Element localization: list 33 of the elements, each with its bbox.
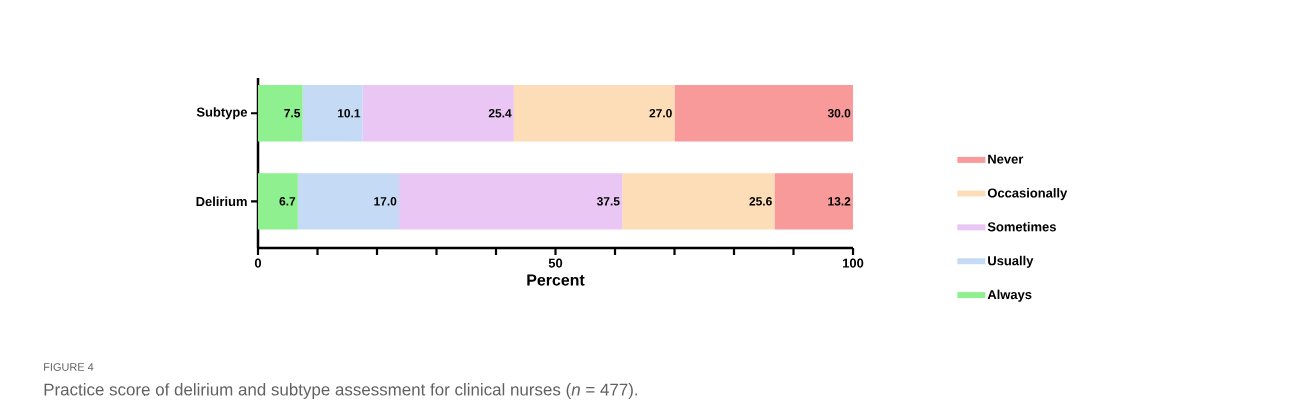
bar [302,85,363,142]
legend-label: Never [988,154,1024,164]
y-tick-label: Subtype [196,107,248,120]
x-tick-label: 100 [843,258,864,268]
data-label: 27.0 [649,109,672,118]
legend-label: Usually [988,255,1034,268]
bar [297,173,400,230]
bar [399,173,623,230]
bar [362,85,514,142]
data-label: 6.7 [279,197,296,206]
x-axis-title: Percent [527,274,585,286]
bar [258,173,298,230]
legend-label: Occasionally [987,188,1068,201]
data-label: 10.1 [338,109,361,118]
data-label: 25.6 [749,197,772,206]
y-tick-label: Delirium [196,196,247,207]
bar [258,85,303,142]
bar [513,85,675,142]
data-label: 13.2 [828,197,851,206]
legend-label: Always [987,289,1032,302]
bar [774,173,854,230]
caption: FIGURE 4 [44,363,94,371]
x-tick-label: 0 [254,258,262,268]
legend-label: Sometimes [987,221,1056,232]
data-label: 25.4 [488,109,512,118]
data-label: 30.0 [827,108,851,118]
data-label: 7.5 [284,109,301,118]
text: Practice score of delirium and subtype assessment for clinical nurses (n = 477). [44,383,638,399]
bar [674,85,854,142]
data-label: 37.5 [596,197,620,206]
bar [622,173,775,230]
x-tick-label: 50 [548,258,563,268]
data-label: 17.0 [374,197,397,206]
